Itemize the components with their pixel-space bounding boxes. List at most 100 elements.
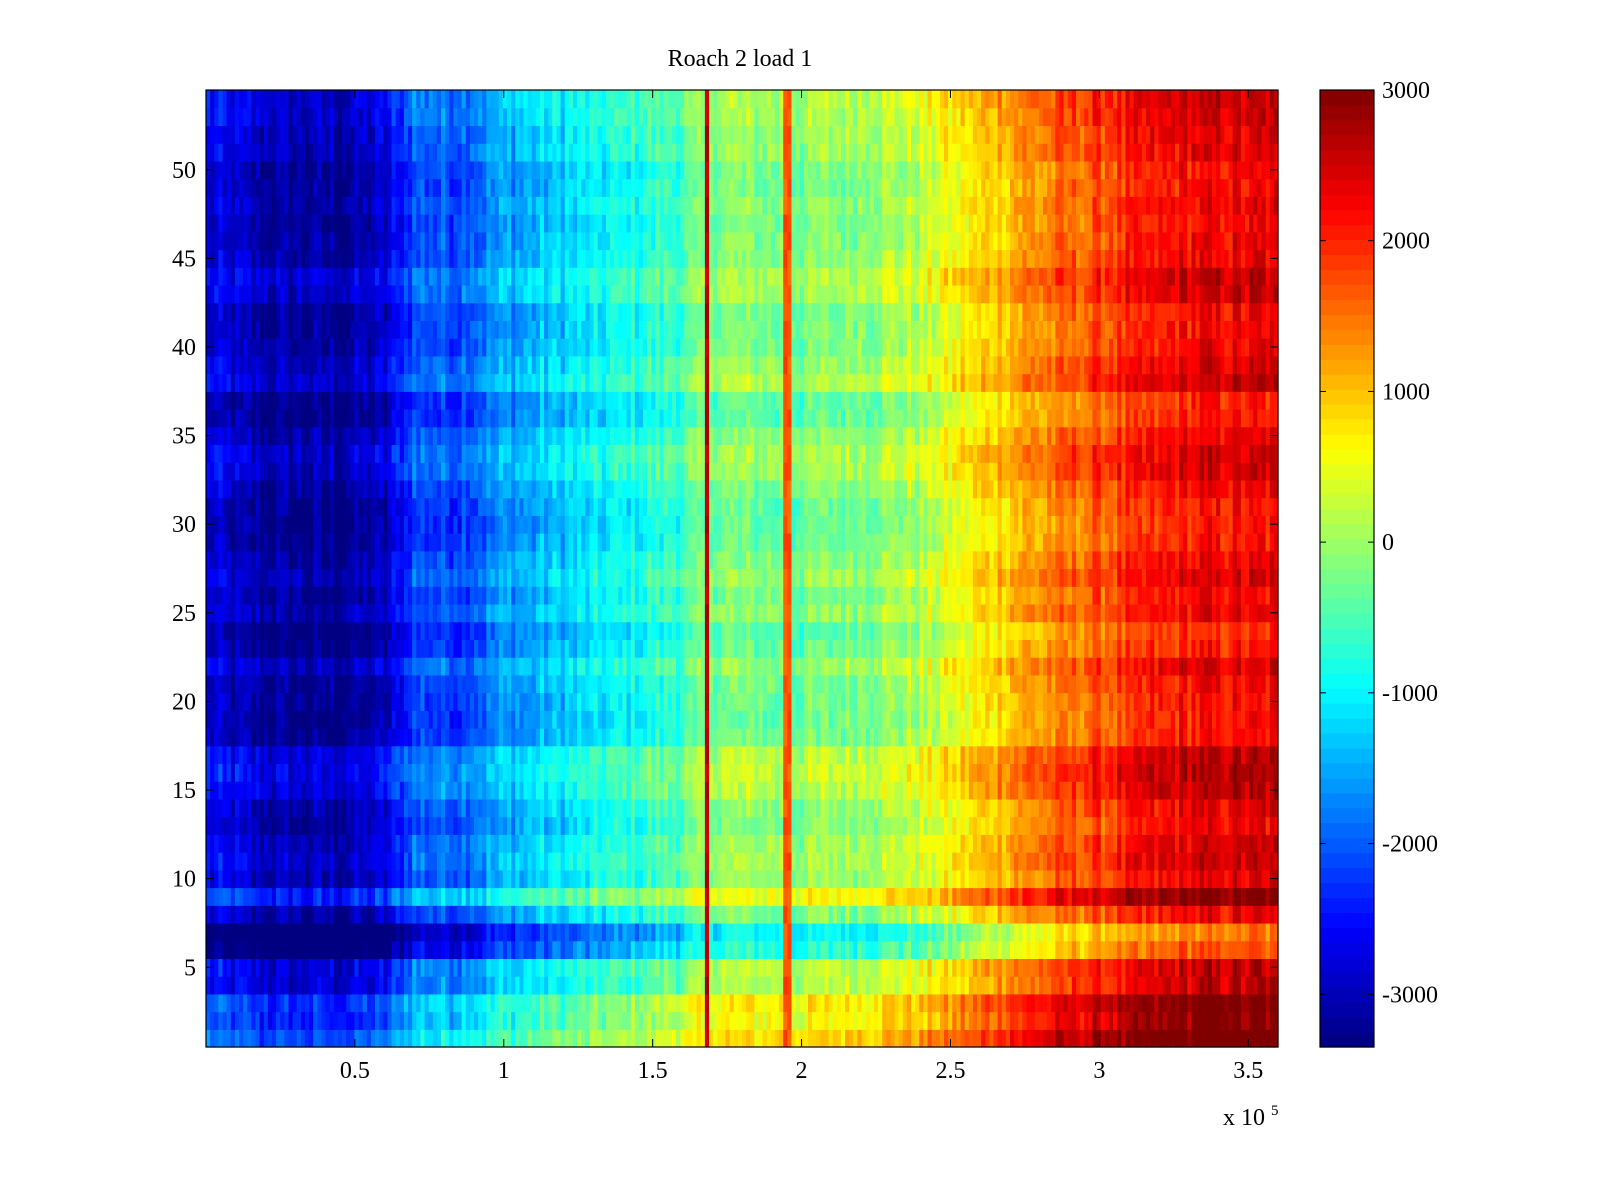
heatmap-cell xyxy=(655,905,661,924)
heatmap-cell xyxy=(1014,763,1019,782)
heatmap-cell xyxy=(1179,834,1184,853)
heatmap-cell xyxy=(539,745,545,765)
heatmap-cell xyxy=(539,905,545,924)
heatmap-cell xyxy=(544,710,549,729)
heatmap-cell xyxy=(342,798,347,818)
heatmap-cell xyxy=(457,834,463,853)
heatmap-cell xyxy=(630,728,636,747)
heatmap-cell xyxy=(1084,763,1089,782)
heatmap-cell xyxy=(799,834,805,853)
heatmap-cell xyxy=(828,816,834,835)
heatmap-cell xyxy=(1174,834,1180,853)
heatmap-cell xyxy=(1030,976,1036,995)
heatmap-cell xyxy=(300,816,306,835)
heatmap-cell xyxy=(366,710,372,729)
heatmap-cell xyxy=(952,852,957,871)
heatmap-cell xyxy=(342,710,347,729)
heatmap-cell xyxy=(1055,798,1061,818)
heatmap-cell xyxy=(663,869,669,889)
heatmap-cell xyxy=(251,763,257,782)
heatmap-cell xyxy=(428,728,434,747)
heatmap-cell xyxy=(1108,1029,1114,1048)
heatmap-cell xyxy=(325,816,331,835)
heatmap-cell xyxy=(214,852,219,871)
heatmap-cell xyxy=(647,816,652,835)
heatmap-cell xyxy=(585,869,591,889)
heatmap-cell xyxy=(1150,976,1155,995)
heatmap-cell xyxy=(733,958,739,977)
heatmap-cell xyxy=(671,958,677,977)
heatmap-cell xyxy=(420,1029,426,1048)
heatmap-cell xyxy=(424,993,430,1013)
heatmap-cell xyxy=(919,781,925,800)
heatmap-cell xyxy=(981,710,986,729)
heatmap-cell xyxy=(791,781,797,800)
heatmap-cell xyxy=(1010,745,1015,765)
heatmap-cell xyxy=(1195,940,1201,959)
heatmap-cell xyxy=(667,1011,673,1030)
heatmap-cell xyxy=(1108,1011,1114,1030)
heatmap-cell xyxy=(845,869,850,889)
heatmap-cell xyxy=(218,976,224,995)
heatmap-cell xyxy=(597,993,603,1013)
heatmap-cell xyxy=(581,798,586,818)
heatmap-cell xyxy=(610,710,615,729)
heatmap-cell xyxy=(750,852,755,871)
heatmap-cell xyxy=(977,869,982,889)
heatmap-cell xyxy=(1010,798,1015,818)
heatmap-cell xyxy=(840,745,846,765)
heatmap-cell xyxy=(486,869,492,889)
heatmap-cell xyxy=(1121,834,1127,853)
heatmap-cell xyxy=(263,692,269,711)
heatmap-cell xyxy=(630,834,636,853)
heatmap-cell xyxy=(527,1011,533,1030)
heatmap-cell xyxy=(276,745,281,765)
heatmap-cell xyxy=(1055,976,1061,995)
heatmap-cell xyxy=(684,728,689,747)
heatmap-cell xyxy=(313,763,318,782)
heatmap-cell xyxy=(948,976,953,995)
heatmap-cell xyxy=(346,958,351,977)
heatmap-cell xyxy=(1170,1011,1176,1030)
heatmap-cell xyxy=(1249,816,1254,835)
heatmap-cell xyxy=(853,905,859,924)
heatmap-cell xyxy=(226,940,232,959)
heatmap-cell xyxy=(1121,922,1127,942)
heatmap-cell xyxy=(742,816,747,835)
heatmap-cell xyxy=(379,745,384,765)
heatmap-cell xyxy=(1261,1029,1267,1048)
heatmap-cell xyxy=(659,922,665,942)
heatmap-cell xyxy=(684,798,689,818)
heatmap-cell xyxy=(424,1011,430,1030)
heatmap-cell xyxy=(630,958,636,977)
heatmap-cell xyxy=(445,993,450,1013)
heatmap-cell xyxy=(597,798,603,818)
heatmap-cell xyxy=(1137,816,1143,835)
heatmap-cell xyxy=(1220,922,1225,942)
heatmap-cell xyxy=(412,905,417,924)
heatmap-cell xyxy=(1071,958,1077,977)
heatmap-cell xyxy=(1129,1029,1135,1048)
heatmap-cell xyxy=(214,905,219,924)
heatmap-cell xyxy=(655,958,661,977)
heatmap-cell xyxy=(358,745,364,765)
heatmap-cell xyxy=(222,816,228,835)
heatmap-cell xyxy=(568,763,574,782)
heatmap-cell xyxy=(560,816,566,835)
heatmap-cell xyxy=(614,798,619,818)
heatmap-cell xyxy=(906,798,912,818)
heatmap-cell xyxy=(898,869,904,889)
heatmap-cell xyxy=(432,816,438,835)
heatmap-cell xyxy=(271,781,277,800)
heatmap-cell xyxy=(556,940,562,959)
heatmap-cell xyxy=(511,940,516,959)
heatmap-cell xyxy=(1125,887,1131,906)
heatmap-cell xyxy=(1257,1011,1263,1030)
heatmap-cell xyxy=(366,834,372,853)
heatmap-cell xyxy=(692,781,698,800)
heatmap-cell xyxy=(1170,834,1176,853)
heatmap-cell xyxy=(1232,993,1238,1013)
heatmap-cell xyxy=(267,905,273,924)
heatmap-cell xyxy=(948,869,953,889)
heatmap-cell xyxy=(820,1011,826,1030)
